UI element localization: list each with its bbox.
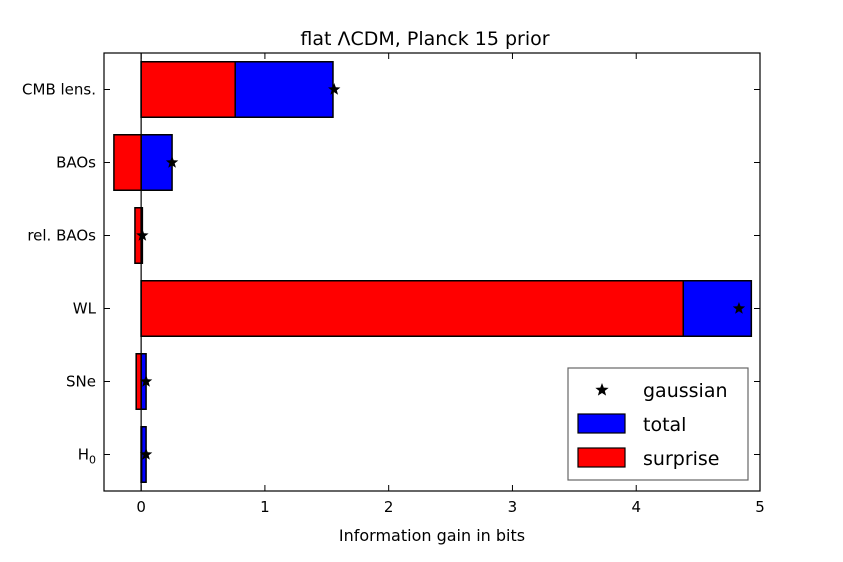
- x-tick-label-5: 5: [755, 498, 765, 516]
- legend-swatch-2: [577, 447, 626, 468]
- chart-title: flat ΛCDM, Planck 15 prior: [300, 28, 549, 50]
- marker-gaussian-5: [139, 448, 153, 460]
- legend-label-2: surprise: [643, 448, 720, 470]
- y-tick-label-0: CMB lens.: [22, 81, 96, 99]
- marker-gaussian-4: [139, 375, 153, 387]
- x-axis-ticks: 0 1 2 3 4 5: [136, 53, 765, 516]
- marker-gaussian-0: [328, 83, 341, 95]
- legend-swatch-1: [577, 413, 626, 434]
- x-tick-label-0: 0: [136, 498, 146, 516]
- y-axis-ticks: CMB lens. BAOs rel. BAOs WL SNe H0: [22, 81, 760, 467]
- legend-label-1: total: [643, 414, 686, 436]
- markers-layer: [136, 83, 746, 460]
- y-tick-label-2: rel. BAOs: [27, 227, 96, 245]
- bars-layer: [113, 61, 753, 483]
- plot-frame: [103, 52, 761, 492]
- legend: gaussian total surprise: [567, 367, 749, 481]
- y-tick-label-5: H0: [78, 446, 96, 467]
- marker-gaussian-1: [165, 156, 179, 168]
- marker-gaussian-2: [136, 229, 149, 241]
- legend-label-0: gaussian: [643, 380, 728, 402]
- bar-surprise-4: [135, 353, 142, 410]
- bar-surprise-0: [140, 61, 236, 118]
- y-tick-label-1: BAOs: [56, 154, 96, 172]
- y-tick-label-4: SNe: [66, 373, 96, 391]
- x-tick-label-2: 2: [384, 498, 394, 516]
- bar-surprise-1: [113, 134, 142, 191]
- x-tick-label-4: 4: [631, 498, 641, 516]
- marker-gaussian-3: [732, 302, 746, 314]
- x-tick-label-1: 1: [260, 498, 270, 516]
- y-tick-label-3: WL: [73, 300, 97, 318]
- bar-surprise-3: [140, 280, 685, 337]
- x-axis-label: Information gain in bits: [339, 526, 525, 545]
- legend-swatch-0: [595, 383, 609, 396]
- bar-total-1: [140, 134, 173, 191]
- x-tick-label-3: 3: [508, 498, 518, 516]
